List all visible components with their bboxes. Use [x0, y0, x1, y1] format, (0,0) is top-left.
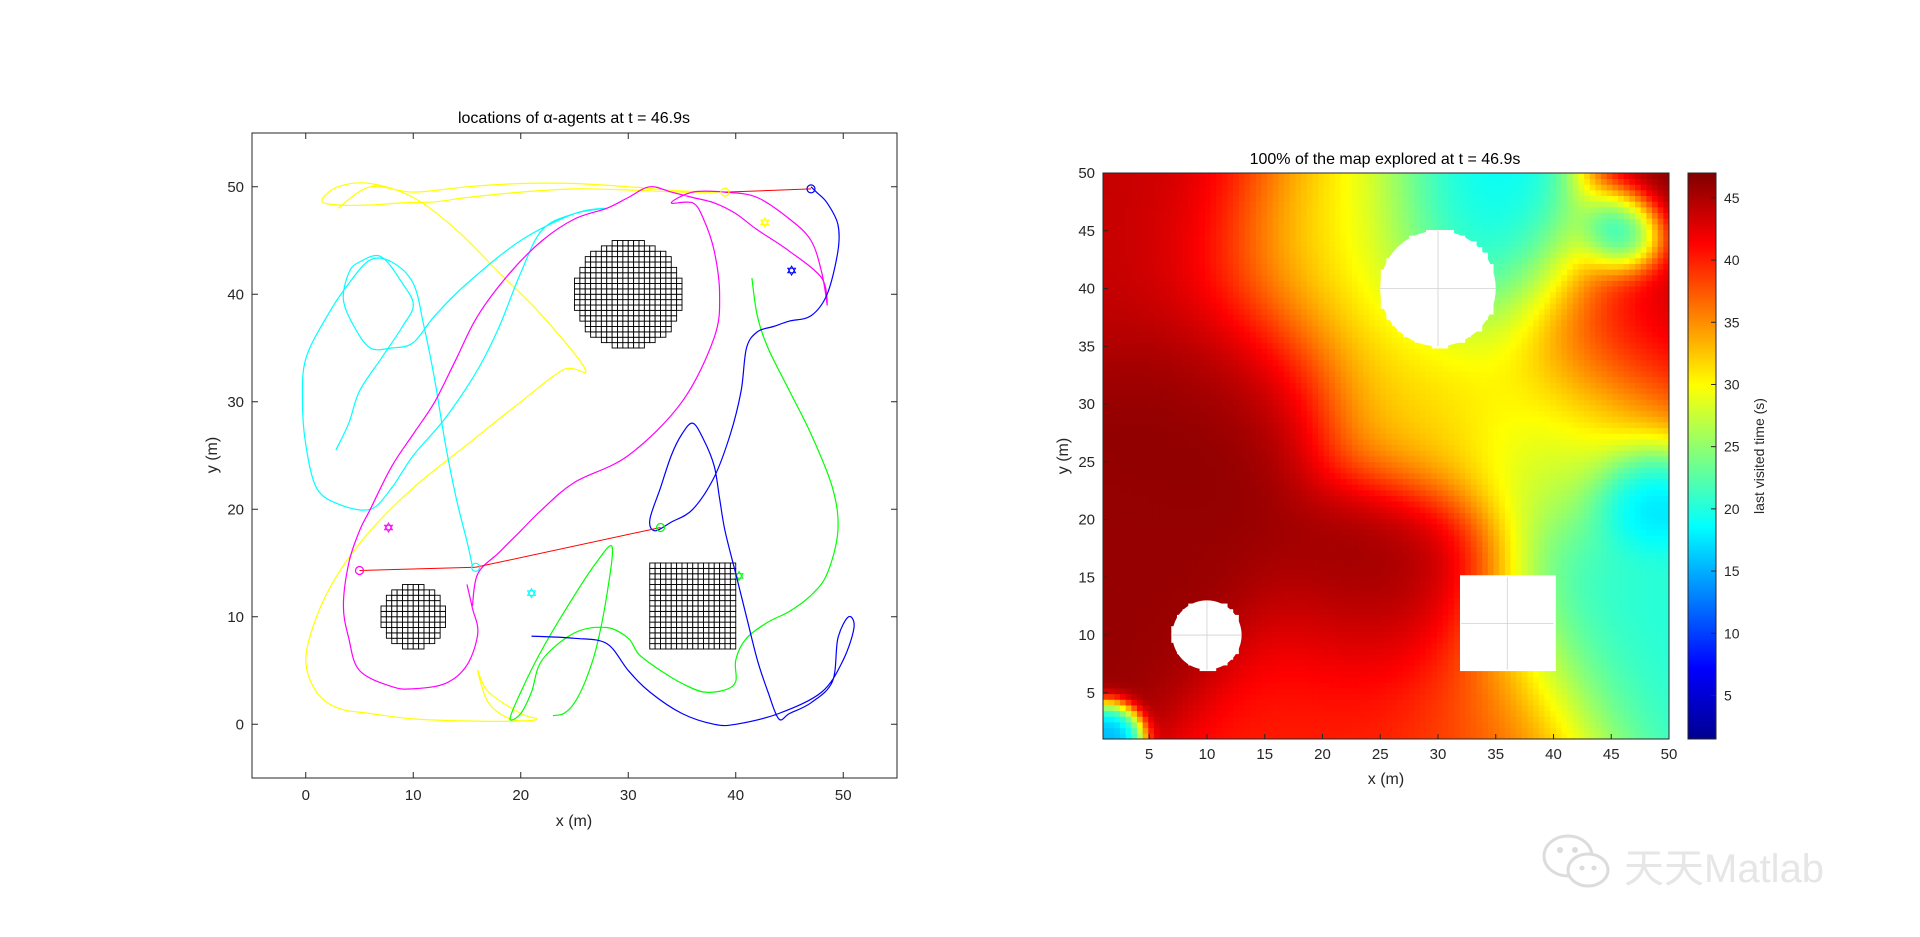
heatmap-cells — [1103, 173, 1670, 740]
heatmap-y-tick-label: 30 — [1078, 396, 1095, 413]
trajectory-plot-title: locations of α-agents at t = 46.9s — [458, 110, 690, 127]
colorbar-label: last visited time (s) — [1751, 398, 1767, 514]
target-marker-1 — [526, 587, 537, 599]
colorbar-tick-label: 30 — [1724, 376, 1740, 392]
heatmap-x-tick-label: 40 — [1545, 746, 1562, 763]
coverage-heatmap-ticks: 5 10 15 20 25 30 35 40 45 50 5 10 15 20 25 30 35 40 45 50 — [1078, 165, 1677, 763]
target-marker-2 — [383, 521, 394, 533]
target-marker-0 — [760, 216, 770, 228]
obstacle-1 — [380, 584, 446, 650]
agent-link-1 — [475, 527, 661, 568]
heatmap-y-tick-label: 20 — [1078, 512, 1095, 529]
agent-link-2 — [724, 188, 812, 193]
heatmap-y-tick-label: 25 — [1078, 454, 1095, 471]
x-tick-label: 30 — [620, 787, 637, 804]
heatmap-x-tick-label: 30 — [1430, 746, 1447, 763]
colorbar — [1687, 172, 1717, 740]
wechat-icon — [1542, 834, 1610, 888]
heatmap-y-tick-label: 45 — [1078, 223, 1095, 240]
heatmap-x-tick-label: 10 — [1199, 746, 1216, 763]
heatmap-obstacles — [1172, 230, 1554, 670]
x-tick-label: 50 — [835, 787, 852, 804]
colorbar-tick-label: 5 — [1724, 687, 1732, 703]
coverage-heatmap-title: 100% of the map explored at t = 46.9s — [1250, 151, 1521, 168]
heatmap-x-tick-label: 35 — [1487, 746, 1504, 763]
heatmap-y-tick-label: 35 — [1078, 338, 1095, 355]
trajectory-plot-axes-box — [251, 132, 898, 779]
obstacle-0 — [574, 240, 683, 349]
trajectory-plot-ticks: 0 10 20 30 40 50 0 10 20 30 40 50 — [227, 133, 897, 804]
heatmap-y-tick-label: 15 — [1078, 569, 1095, 586]
obstacle-2 — [649, 562, 737, 650]
agent-marker-0 — [354, 565, 365, 576]
colorbar-tick-label: 25 — [1724, 439, 1740, 455]
heatmap-y-tick-label: 50 — [1078, 165, 1095, 182]
colorbar-tick-label: 15 — [1724, 563, 1740, 579]
heatmap-x-tick-label: 20 — [1314, 746, 1331, 763]
agent-marker-3 — [720, 187, 730, 197]
trajectory-line-2 — [342, 186, 828, 690]
y-tick-label: 50 — [227, 179, 244, 196]
watermark: 天天Matlab — [1538, 830, 1898, 900]
colorbar-tick-label: 10 — [1724, 625, 1740, 641]
trajectory-plot-xlabel: x (m) — [556, 813, 592, 830]
y-tick-label: 40 — [227, 286, 244, 303]
y-tick-label: 20 — [227, 501, 244, 518]
x-tick-label: 20 — [512, 787, 529, 804]
trajectory-line-3 — [509, 278, 839, 721]
trajectory-line-1 — [301, 207, 607, 567]
y-tick-label: 0 — [236, 716, 244, 733]
colorbar-ticks: 5 10 15 20 25 30 35 40 45 — [1711, 190, 1740, 703]
colorbar-tick-label: 35 — [1724, 314, 1740, 330]
colorbar-tick-label: 20 — [1724, 501, 1740, 517]
heatmap-x-tick-label: 5 — [1145, 746, 1153, 763]
trajectory-plot: locations of α-agents at t = 46.9s 0 10 20… — [204, 110, 898, 830]
heatmap-y-tick-label: 10 — [1078, 627, 1095, 644]
y-tick-label: 30 — [227, 394, 244, 411]
heatmap-x-tick-label: 50 — [1661, 746, 1678, 763]
x-tick-label: 10 — [405, 787, 422, 804]
colorbar-tick-label: 45 — [1724, 190, 1740, 206]
x-tick-label: 40 — [727, 787, 744, 804]
colorbar-tick-label: 40 — [1724, 252, 1740, 268]
agent-link-0 — [359, 566, 476, 572]
trajectory-plot-content — [301, 182, 855, 727]
coverage-heatmap: 100% of the map explored at t = 46.9s 5 1… — [1055, 151, 1767, 788]
target-marker-4 — [786, 265, 797, 277]
agent-marker-2 — [655, 522, 666, 533]
y-tick-label: 10 — [227, 609, 244, 626]
trajectory-line-4 — [531, 186, 855, 727]
agent-marker-4 — [806, 184, 816, 194]
heatmap-x-tick-label: 25 — [1372, 746, 1389, 763]
heatmap-x-tick-label: 45 — [1603, 746, 1620, 763]
coverage-heatmap-axes-box — [1102, 172, 1670, 740]
x-tick-label: 0 — [302, 787, 310, 804]
trajectory-plot-ylabel: y (m) — [204, 437, 221, 473]
heatmap-y-tick-label: 40 — [1078, 281, 1095, 298]
coverage-heatmap-xlabel: x (m) — [1368, 771, 1404, 788]
coverage-heatmap-ylabel: y (m) — [1055, 438, 1072, 474]
watermark-text: 天天Matlab — [1624, 847, 1825, 891]
heatmap-y-tick-label: 5 — [1087, 685, 1095, 702]
agent-marker-1 — [471, 562, 481, 572]
heatmap-x-tick-label: 15 — [1256, 746, 1273, 763]
